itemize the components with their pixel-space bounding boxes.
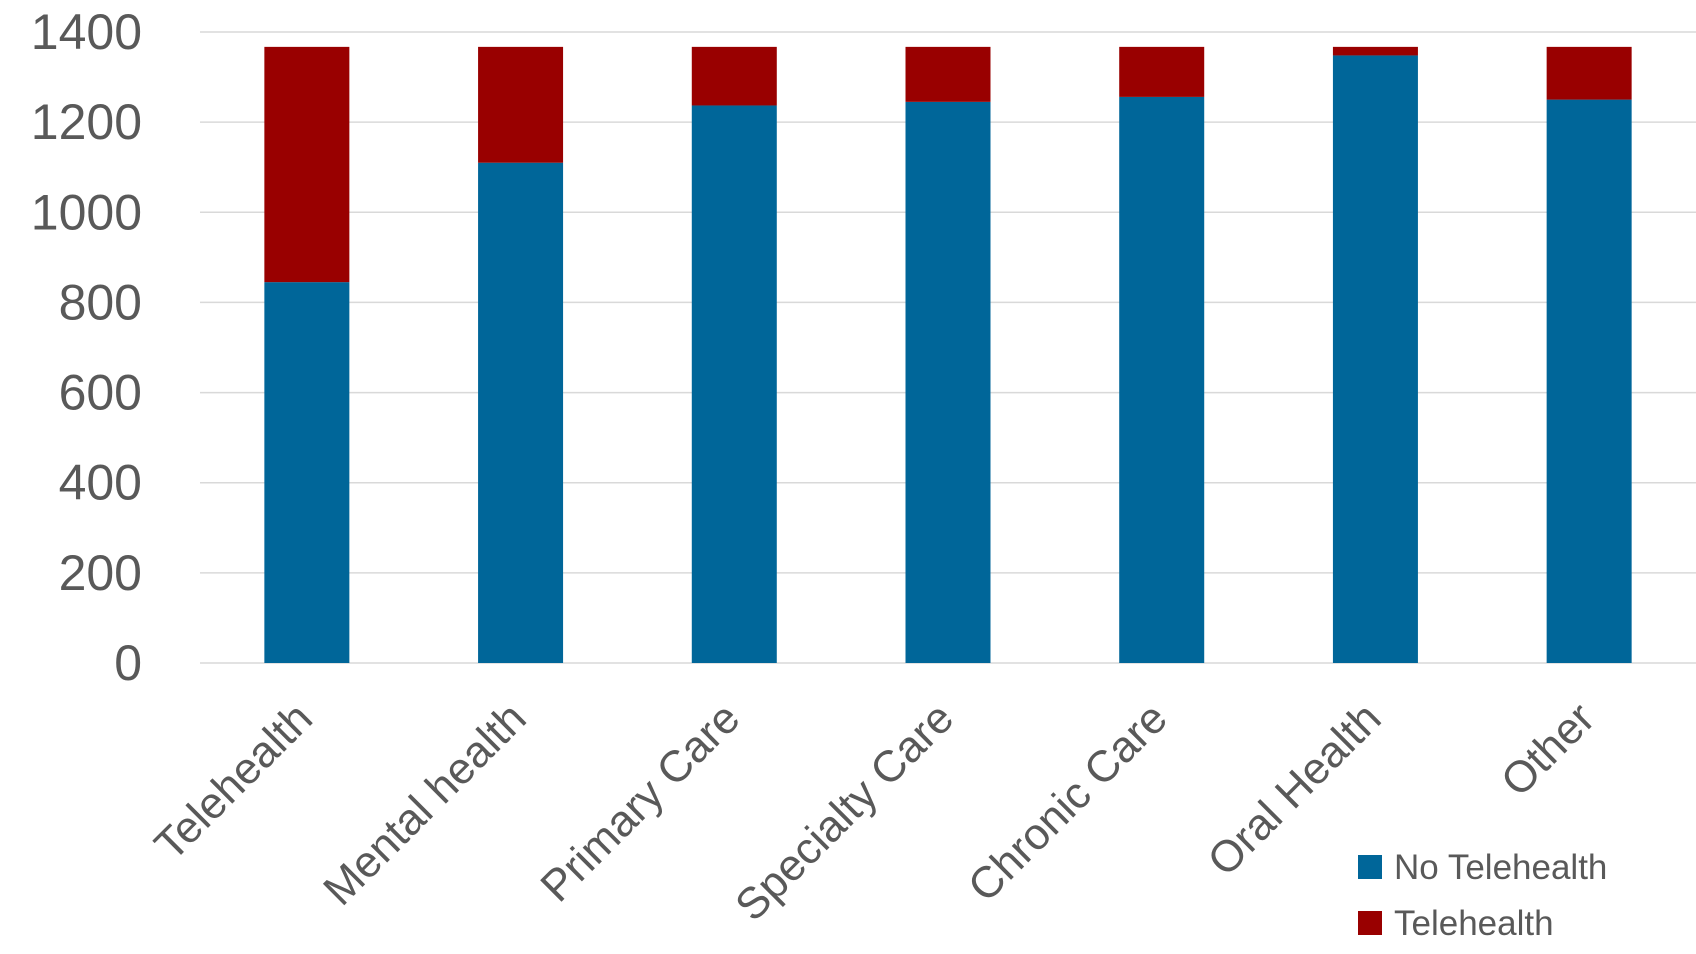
bar-segment — [905, 46, 991, 102]
x-tick-label: Chronic Care — [959, 693, 1177, 911]
x-tick-label: Other — [1492, 693, 1604, 805]
x-tick-label: Telehealth — [145, 693, 322, 870]
y-tick-label: 1400 — [31, 4, 142, 60]
bar-segment — [691, 46, 777, 106]
bar-segment — [1546, 46, 1632, 100]
bar-segment — [478, 46, 564, 163]
x-tick-label: Mental health — [314, 693, 535, 914]
bar-segment — [691, 105, 777, 663]
bar-segment — [1332, 55, 1418, 664]
y-tick-label: 1000 — [31, 184, 142, 240]
bar-segment — [1546, 99, 1632, 664]
bar-segment — [264, 282, 350, 663]
bar-segment — [1332, 46, 1418, 56]
legend-swatch — [1358, 911, 1382, 935]
legend-label: No Telehealth — [1394, 848, 1607, 887]
bar-segment — [905, 101, 991, 663]
y-tick-label: 800 — [59, 274, 142, 330]
bar-segment — [478, 162, 564, 663]
y-tick-label: 400 — [59, 455, 142, 511]
x-tick-label: Specialty Care — [726, 693, 963, 930]
bar-segment — [264, 46, 350, 283]
bars — [264, 46, 1632, 664]
bar-segment — [1119, 46, 1205, 97]
legend-label: Telehealth — [1394, 904, 1554, 943]
y-tick-label: 200 — [59, 545, 142, 601]
x-tick-label: Primary Care — [531, 693, 749, 911]
y-tick-label: 0 — [114, 635, 142, 691]
y-tick-label: 1200 — [31, 94, 142, 150]
y-axis: 0 200 400 600 800 1000 1200 1400 — [31, 4, 142, 691]
legend: No Telehealth Telehealth — [1358, 848, 1607, 943]
legend-swatch — [1358, 855, 1382, 879]
bar-segment — [1119, 96, 1205, 664]
y-tick-label: 600 — [59, 365, 142, 421]
